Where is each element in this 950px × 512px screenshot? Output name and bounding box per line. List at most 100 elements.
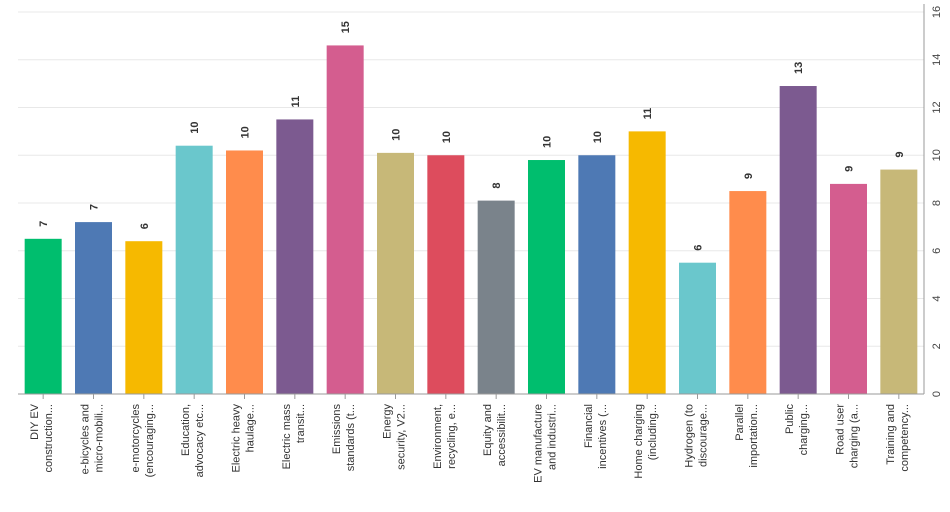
x-tick-label-line: Public <box>784 404 796 434</box>
x-tick-label-line: competency... <box>899 404 911 472</box>
data-labels: 7 7 6 10 10 11 15 10 10 8 10 10 11 6 9 13 9 9 <box>38 21 906 251</box>
bar[interactable] <box>578 155 616 394</box>
x-tick-label: Parallel importation... <box>734 404 760 468</box>
y-tick-label: 2 <box>931 343 943 349</box>
x-tick-label-line: Electric heavy <box>231 404 243 473</box>
x-tick-label-line: security, V2... <box>396 404 408 470</box>
x-tick-label-line: charging (a... <box>849 404 861 468</box>
data-label: 7 <box>38 221 50 227</box>
x-tick-label-line: Energy <box>382 404 394 439</box>
bars <box>24 45 918 395</box>
x-tick-label-line: transit... <box>295 404 307 443</box>
bar[interactable] <box>880 169 918 394</box>
data-label: 8 <box>491 182 503 188</box>
bar[interactable] <box>24 238 62 394</box>
bar[interactable] <box>377 152 414 394</box>
x-tick-label-line: and industri... <box>547 404 559 470</box>
bar[interactable] <box>427 155 465 394</box>
x-tick-label: Equity and accessibilit... <box>482 404 508 466</box>
x-tick-label-line: Equity and <box>482 404 494 456</box>
x-tick-label: Education, advocacy etc... <box>180 404 206 477</box>
x-tick-label-line: Education, <box>180 404 192 456</box>
bar[interactable] <box>125 241 163 394</box>
x-tick-label-line: incentives (... <box>597 404 609 469</box>
bar[interactable] <box>628 131 666 394</box>
x-tick-label: e-motorcycles (encouraging... <box>130 404 156 478</box>
x-tick-label: Electric mass transit... <box>281 404 307 470</box>
x-tick-label-line: DIY EV <box>29 403 41 440</box>
x-tick-label-line: haulage... <box>245 404 257 452</box>
data-label: 11 <box>290 96 302 108</box>
x-tick-label: e-bicycles and micro-mobili... <box>80 404 106 474</box>
data-label: 11 <box>642 108 654 120</box>
x-tick-label: Environment, recycling, e... <box>432 404 458 469</box>
bar[interactable] <box>830 183 867 394</box>
x-tick-label-line: discourage... <box>698 404 710 467</box>
data-label: 9 <box>894 151 906 157</box>
gridlines <box>18 11 924 347</box>
y-tick-label: 8 <box>931 200 943 206</box>
y-tick-label: 14 <box>931 54 943 66</box>
x-tick-label-line: Environment, <box>432 404 444 469</box>
x-tick-label-line: Emissions <box>331 404 343 455</box>
data-label: 10 <box>542 136 554 148</box>
bar[interactable] <box>779 86 817 394</box>
bar[interactable] <box>175 145 213 394</box>
data-label: 6 <box>139 223 151 229</box>
y-tick-label: 16 <box>931 6 943 18</box>
y-tick-label: 0 <box>931 391 943 397</box>
bar[interactable] <box>276 119 314 394</box>
x-tick-label-line: Home charging <box>633 404 645 479</box>
y-tick-label: 12 <box>931 101 943 113</box>
x-tick-label: Electric heavy haulage... <box>231 404 257 473</box>
x-tick-label: Public charging... <box>784 404 810 456</box>
y-axis: 0 2 4 6 8 10 12 14 16 <box>923 4 943 397</box>
x-tick-label-line: recycling, e... <box>446 404 458 469</box>
x-tick-label: EV manufacture and industri... <box>533 404 559 483</box>
x-tick-label-line: importation... <box>748 404 760 468</box>
x-tick-label-line: Road user <box>835 404 847 455</box>
x-tick-label-line: Financial <box>583 404 595 448</box>
x-tick-label-line: micro-mobili... <box>94 404 106 472</box>
data-label: 9 <box>844 166 856 172</box>
x-tick-label-line: Training and <box>885 404 897 465</box>
x-tick-label: DIY EV construction... <box>29 403 55 472</box>
x-tick-label-line: e-bicycles and <box>80 404 92 474</box>
data-label: 15 <box>340 21 352 33</box>
x-tick-label-line: accessibilit... <box>496 404 508 466</box>
bar[interactable] <box>226 150 263 394</box>
data-label: 9 <box>743 173 755 179</box>
x-tick-label-line: Hydrogen (to <box>684 404 696 468</box>
data-label: 6 <box>693 245 705 251</box>
x-tick-label-line: Electric mass <box>281 404 293 470</box>
x-tick-label: Hydrogen (to discourage... <box>684 404 710 468</box>
x-tick-label-line: e-motorcycles <box>130 404 142 473</box>
data-label: 10 <box>189 121 201 133</box>
bar[interactable] <box>729 191 767 394</box>
data-label: 7 <box>89 204 101 210</box>
x-tick-label-line: standards (t... <box>345 404 357 471</box>
x-tick-label: Financial incentives (... <box>583 404 609 469</box>
y-tick-label: 6 <box>931 248 943 254</box>
x-tick-label-line: construction... <box>43 404 55 472</box>
data-label: 10 <box>592 131 604 143</box>
bar[interactable] <box>75 222 112 394</box>
x-tick-label: Emissions standards (t... <box>331 404 357 472</box>
x-tick-label-line: EV manufacture <box>533 404 545 483</box>
x-tick-label-line: (encouraging... <box>144 404 156 477</box>
bar[interactable] <box>679 262 716 394</box>
data-label: 10 <box>391 129 403 141</box>
data-label: 10 <box>441 131 453 143</box>
data-label: 13 <box>793 62 805 74</box>
x-tick-label: Training and competency... <box>885 404 911 472</box>
data-label: 10 <box>240 126 252 138</box>
x-tick-label: Energy security, V2... <box>382 404 408 470</box>
bar[interactable] <box>477 200 515 394</box>
bar[interactable] <box>528 160 565 394</box>
x-axis: DIY EV construction... e-bicycles and micro… <box>18 393 924 483</box>
x-tick-label-line: advocacy etc... <box>194 404 206 477</box>
bar[interactable] <box>326 45 364 395</box>
x-tick-label: Road user charging (a... <box>835 404 861 469</box>
y-tick-label: 10 <box>931 149 943 161</box>
